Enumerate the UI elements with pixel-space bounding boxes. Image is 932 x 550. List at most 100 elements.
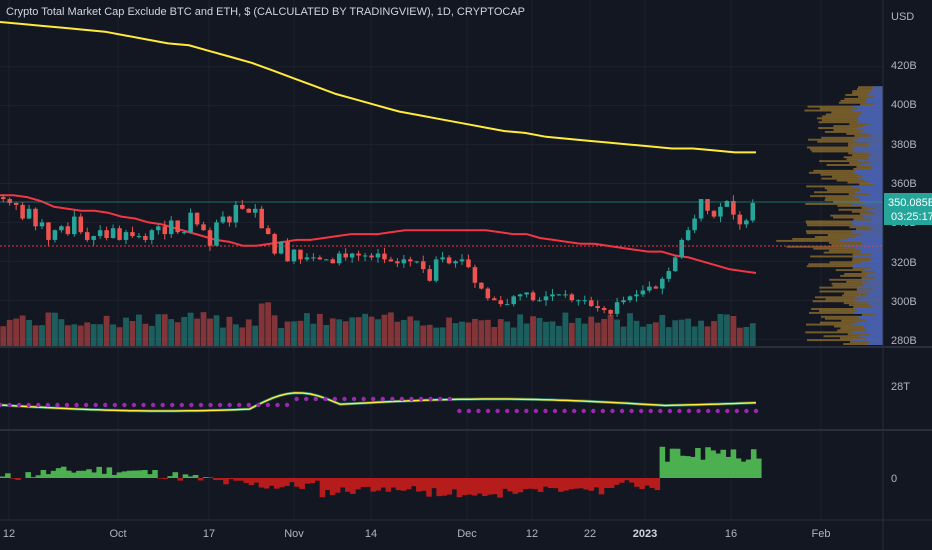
profile-bar	[858, 95, 883, 98]
volume-bar	[161, 314, 168, 346]
profile-bar	[862, 175, 883, 178]
profile-bar	[859, 130, 883, 133]
profile-bar	[825, 298, 883, 301]
osc-dot	[7, 402, 12, 408]
hist-bar	[0, 476, 6, 478]
osc-dot	[16, 402, 22, 408]
osc-dot	[504, 408, 510, 414]
price-axis[interactable]: USD 420B 400B 380B 360B 340B 320B 300B 2…	[891, 11, 917, 347]
profile-bar	[848, 152, 883, 155]
profile-bar	[826, 164, 883, 166]
profile-bar	[837, 204, 883, 207]
profile-bar	[805, 230, 883, 233]
osc-dot	[581, 408, 586, 414]
profile-bar	[867, 343, 883, 345]
candle-body	[65, 226, 71, 235]
hist-bar	[745, 459, 752, 478]
profile-bar	[843, 156, 883, 159]
profile-bar	[873, 95, 883, 98]
volume-bar	[116, 327, 123, 346]
profile-bar	[873, 103, 883, 106]
profile-bar	[860, 189, 883, 192]
profile-bar	[853, 148, 883, 151]
hist-bar	[263, 478, 270, 489]
time-label: 12	[3, 528, 15, 540]
hist-bar	[81, 470, 87, 478]
candle-body	[614, 302, 620, 314]
profile-bar	[868, 132, 883, 135]
profile-bar	[861, 313, 883, 316]
hist-bar	[431, 478, 437, 489]
profile-bar	[865, 101, 883, 104]
time-label: Feb	[812, 528, 831, 540]
osc-dot	[112, 402, 118, 408]
profile-bar	[862, 243, 883, 246]
profile-bar	[855, 296, 883, 299]
volume-bar	[388, 312, 394, 346]
volume-bars	[0, 302, 756, 346]
profile-bar	[861, 241, 883, 244]
candle-body	[0, 197, 6, 200]
profile-bar	[786, 245, 883, 248]
osc-dot	[562, 408, 567, 414]
candle-body	[343, 253, 348, 258]
osc-dot	[131, 402, 137, 408]
hist-bar	[228, 478, 234, 480]
volume-bar	[549, 321, 556, 346]
candle-body	[311, 257, 316, 259]
candle-body	[324, 259, 329, 261]
candle-body	[72, 216, 77, 235]
candle-body	[78, 216, 84, 233]
hist-bar	[60, 466, 67, 478]
candle-body	[718, 206, 723, 217]
candle-body	[336, 253, 342, 264]
time-label: Nov	[284, 528, 304, 540]
time-axis[interactable]: 12 Oct 17 Nov 14 Dec 12 22 2023 16 Feb	[3, 528, 831, 540]
profile-bar	[872, 165, 883, 168]
profile-bar	[853, 311, 883, 314]
volume-bar	[523, 323, 530, 346]
hist-bar	[578, 478, 584, 489]
volume-bar	[310, 323, 317, 346]
profile-bar	[834, 325, 883, 328]
hist-bar	[629, 478, 635, 483]
profile-bar	[839, 337, 883, 340]
hist-bar	[542, 478, 549, 487]
profile-bar	[805, 331, 883, 334]
candle-body	[634, 294, 639, 297]
hist-bar	[350, 478, 356, 494]
candle-body	[466, 259, 471, 268]
profile-bar	[852, 323, 883, 326]
osc-dot	[304, 396, 309, 402]
candle-body	[524, 292, 529, 295]
profile-bar	[862, 111, 883, 114]
volume-bar	[510, 327, 517, 346]
profile-bar	[828, 241, 883, 244]
profile-bar	[847, 181, 883, 184]
candle-body	[156, 226, 161, 231]
profile-bar	[806, 222, 883, 225]
candles	[0, 194, 756, 317]
price-axis-unit: USD	[891, 11, 914, 23]
osc-dot	[686, 408, 692, 414]
volume-bar	[77, 325, 84, 346]
chart-title: Crypto Total Market Cap Exclude BTC and …	[6, 6, 525, 18]
profile-bar	[863, 325, 883, 328]
volume-bar	[717, 314, 724, 346]
candle-body	[724, 201, 730, 207]
osc-dot	[399, 396, 405, 402]
profile-bar	[854, 300, 883, 303]
profile-bar	[871, 167, 883, 170]
profile-bar	[816, 117, 883, 120]
hist-bar	[360, 478, 366, 488]
profile-bar	[871, 218, 883, 221]
osc-dot	[0, 402, 3, 408]
candle-body	[705, 199, 710, 211]
candle-body	[530, 292, 536, 301]
hist-bar	[487, 478, 493, 495]
volume-bar	[349, 317, 356, 346]
volume-bar	[607, 314, 614, 346]
hist-bar	[603, 478, 610, 488]
hist-bar	[639, 478, 645, 489]
